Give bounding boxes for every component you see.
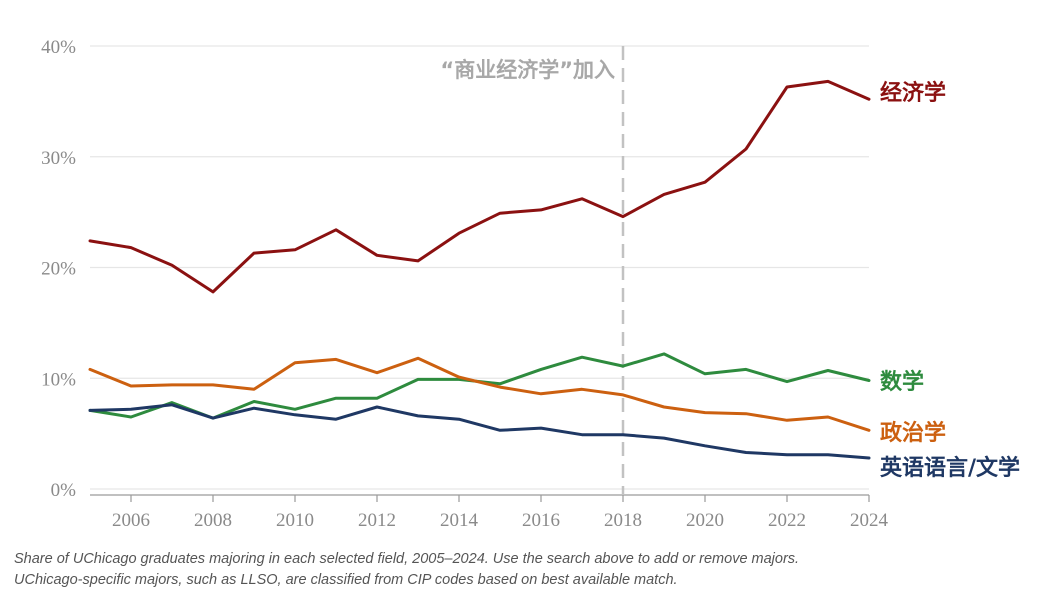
series-label: 政治学: [880, 420, 946, 446]
caption-line-2: UChicago-specific majors, such as LLSO, …: [14, 572, 678, 588]
series-line: [88, 403, 871, 460]
series-line: [88, 79, 871, 294]
y-tick-label: 20%: [41, 259, 76, 280]
x-axis-ticks: 2006 2008 2010 2012 2014 2016 2018 2020 2022 2024: [112, 495, 889, 531]
y-tick-label: 10%: [41, 369, 76, 390]
annotation-label: “商业经济学”加入: [440, 58, 615, 82]
series-label: 经济学: [880, 80, 946, 106]
x-tick-label: 2024: [850, 510, 889, 531]
series-label: 英语语言/文学: [880, 455, 1020, 481]
gridlines: [90, 45, 869, 490]
series-label: 数学: [880, 369, 924, 395]
series-line: [88, 356, 871, 432]
x-tick-label: 2016: [522, 510, 560, 531]
chart-caption: Share of UChicago graduates majoring in …: [14, 549, 1044, 591]
x-tick-label: 2006: [112, 510, 150, 531]
y-tick-label: 40%: [41, 37, 76, 58]
x-tick-label: 2018: [604, 510, 642, 531]
y-tick-label: 0%: [51, 480, 77, 501]
y-axis: 0% 10% 20% 30% 40%: [41, 37, 76, 501]
series-lines: [88, 79, 871, 460]
x-tick-label: 2022: [768, 510, 806, 531]
y-tick-label: 30%: [41, 148, 76, 169]
x-tick-label: 2014: [440, 510, 479, 531]
line-chart: 0%10%20%30%40% 2006 2008 2010 2012 2014 2016 2…: [41, 37, 1020, 531]
caption-line-1: Share of UChicago graduates majoring in …: [14, 551, 800, 567]
x-tick-label: 2012: [358, 510, 396, 531]
x-tick-label: 2010: [276, 510, 314, 531]
x-tick-label: 2020: [686, 510, 724, 531]
x-tick-label: 2008: [194, 510, 232, 531]
